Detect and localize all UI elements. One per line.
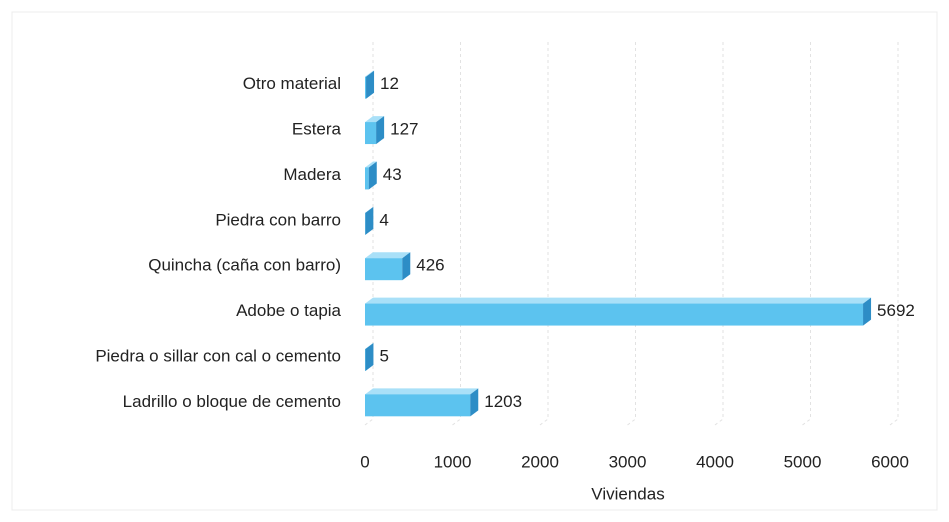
bar-side: [366, 70, 375, 99]
y-tick-label: Otro material: [243, 74, 341, 93]
bar: [365, 167, 369, 190]
x-tick-label: 6000: [871, 452, 909, 471]
bar-side: [376, 116, 385, 145]
grid-line: [714, 418, 724, 426]
x-tick-label: 5000: [784, 452, 822, 471]
bar-side: [368, 161, 377, 190]
x-axis-label: Viviendas: [591, 484, 664, 503]
x-tick-label: 3000: [609, 452, 647, 471]
x-tick-label: 0: [360, 452, 369, 471]
bar-top: [365, 206, 374, 213]
data-label: 1203: [484, 392, 522, 411]
bar-top: [365, 388, 479, 395]
x-tick-label: 2000: [521, 452, 559, 471]
grid-line: [802, 418, 811, 426]
grid-line: [364, 418, 374, 426]
y-tick-label: Piedra con barro: [215, 210, 341, 229]
chart-border: [11, 11, 938, 511]
y-tick-label: Estera: [292, 120, 342, 139]
bar-side: [402, 252, 411, 281]
bar-top: [365, 342, 374, 349]
bar-top: [365, 297, 872, 304]
grid-line: [627, 418, 636, 426]
y-tick-label: Ladrillo o bloque de cemento: [123, 392, 341, 411]
y-tick-label: Madera: [283, 165, 341, 184]
data-label: 426: [416, 256, 444, 275]
x-tick-label: 4000: [696, 452, 734, 471]
bar-top: [365, 116, 385, 123]
grid-line: [539, 418, 549, 426]
bar-top: [365, 252, 411, 259]
y-tick-label: Adobe o tapia: [236, 301, 341, 320]
data-label: 43: [383, 165, 402, 184]
bar: [365, 122, 377, 145]
y-tick-label: Piedra o sillar con cal o cemento: [95, 346, 341, 365]
data-label: 127: [390, 120, 418, 139]
data-label: 4: [379, 210, 388, 229]
bar-side: [470, 388, 479, 417]
grid-line: [452, 418, 461, 426]
data-label: 12: [380, 74, 399, 93]
x-tick-label: 1000: [434, 452, 472, 471]
bar-side: [365, 342, 374, 371]
bar: [365, 258, 403, 281]
bar-top: [365, 161, 377, 168]
data-label: 5692: [877, 301, 915, 320]
bar: [365, 394, 471, 417]
data-label: 5: [379, 346, 388, 365]
bar: [365, 303, 864, 326]
bar-side: [365, 206, 374, 235]
y-tick-label: Quincha (caña con barro): [148, 256, 341, 275]
bar-top: [365, 70, 375, 77]
grid-line: [889, 418, 899, 426]
bar: [365, 76, 367, 99]
bar-side: [863, 297, 872, 326]
